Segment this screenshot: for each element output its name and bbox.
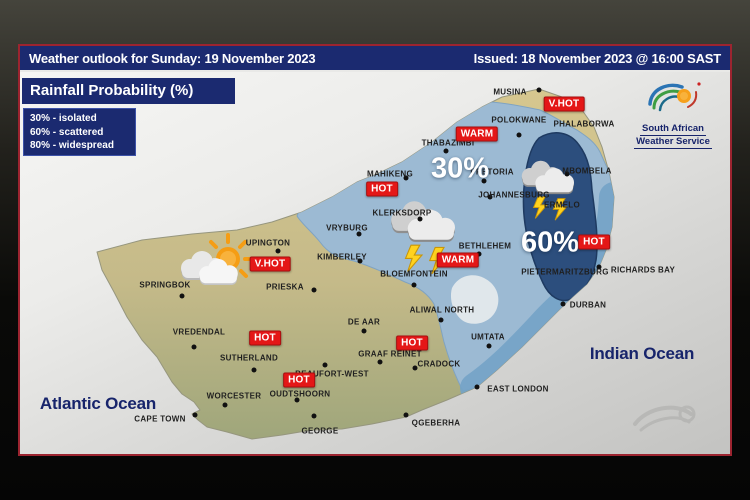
city-label: PIETERMARITZBURG — [521, 267, 609, 277]
city-dot — [564, 171, 570, 177]
watermark-swirl-icon — [633, 405, 696, 432]
weather-graphic-frame: Atlantic Ocean Indian Ocean MUSINA POLOKW… — [18, 44, 732, 456]
city-label: MAHIKENG — [367, 169, 413, 179]
city-dot — [438, 317, 444, 323]
city-dot — [536, 87, 542, 93]
city-dot — [222, 402, 228, 408]
saws-swirl-icon — [648, 82, 701, 112]
city-dot — [403, 175, 409, 181]
saws-logo-line2: Weather Service — [634, 136, 712, 149]
city-dot — [443, 148, 449, 154]
city-label: GRAAF REINET — [358, 349, 422, 359]
city-dot — [357, 258, 363, 264]
city-label: KIMBERLEY — [317, 252, 367, 262]
city-label: WORCESTER — [206, 391, 262, 401]
city-dot — [476, 251, 482, 257]
city-dot — [560, 301, 566, 307]
city-dot — [596, 264, 602, 270]
city-dot — [294, 397, 300, 403]
legend-item-80: 80% - widespread — [30, 140, 114, 151]
temperature-badge: WARM — [436, 252, 480, 268]
temperature-badge: HOT — [366, 181, 398, 197]
city-label: VRYBURG — [326, 223, 368, 233]
city-label: BLOEMFONTEIN — [380, 269, 448, 279]
city-label: SPRINGBOK — [139, 280, 191, 290]
city-label: RICHARDS BAY — [610, 265, 676, 275]
city-label: DURBAN — [569, 300, 607, 310]
city-label: CRADOCK — [417, 359, 461, 369]
city-label: MBOMBELA — [562, 166, 612, 176]
city-label: UPINGTON — [245, 238, 291, 248]
city-label: ALIWAL NORTH — [409, 305, 475, 315]
city-label: MUSINA — [493, 87, 527, 97]
city-dot — [486, 343, 492, 349]
saws-logo-line1: South African — [640, 123, 706, 136]
city-dot — [516, 132, 522, 138]
saws-logo-text: South African Weather Service — [622, 123, 724, 149]
city-label: BEAUFORT-WEST — [295, 369, 369, 379]
city-dot — [411, 282, 417, 288]
legend-item-30: 30% - isolated — [30, 113, 97, 124]
probability-label: 30% — [430, 152, 490, 185]
probability-label: 60% — [520, 226, 580, 259]
city-label: QGEBERHA — [411, 418, 461, 428]
city-label: CAPE TOWN — [134, 414, 186, 424]
city-label: PRIESKA — [266, 282, 304, 292]
temperature-badge: HOT — [283, 372, 315, 388]
city-label: BETHLEHEM — [458, 241, 512, 251]
city-label: KLERKSDORP — [372, 208, 432, 218]
atlantic-ocean-label: Atlantic Ocean — [39, 394, 157, 413]
city-dot — [417, 216, 423, 222]
header-bar: Weather outlook for Sunday: 19 November … — [20, 46, 730, 72]
saws-logo: South African Weather Service — [622, 80, 724, 149]
city-label: SUTHERLAND — [219, 353, 279, 363]
city-dot — [481, 178, 487, 184]
legend-title: Rainfall Probability (%) — [22, 78, 235, 104]
temperature-badge: V.HOT — [543, 96, 585, 112]
city-label: UMTATA — [471, 332, 505, 342]
city-dot — [322, 362, 328, 368]
temperature-badge: HOT — [249, 330, 281, 346]
lesotho-area — [450, 275, 499, 324]
city-dot — [275, 248, 281, 254]
city-dot — [251, 367, 257, 373]
outlook-date-text: Weather outlook for Sunday: 19 November … — [29, 50, 316, 66]
city-label: PRETORIA — [470, 167, 514, 177]
legend-box: 30% - isolated 60% - scattered 80% - wid… — [23, 108, 136, 156]
city-label: OUDTSHOORN — [269, 389, 331, 399]
city-dot — [377, 359, 383, 365]
map-overlay: Atlantic Ocean Indian Ocean MUSINA POLOKW… — [20, 46, 730, 454]
issued-timestamp-text: Issued: 18 November 2023 @ 16:00 SAST — [473, 50, 722, 66]
city-dot — [311, 287, 317, 293]
temperature-badge: HOT — [578, 234, 610, 250]
city-label: THABAZIMBI — [421, 138, 475, 148]
city-label: POLOKWANE — [491, 115, 547, 125]
city-label: ERMELO — [543, 200, 581, 210]
city-dot — [474, 384, 480, 390]
city-dot — [403, 412, 409, 418]
city-label: GEORGE — [301, 426, 339, 436]
city-dot — [356, 231, 362, 237]
indian-ocean-label: Indian Ocean — [589, 344, 695, 363]
legend-item-60: 60% - scattered — [30, 126, 104, 138]
city-dot — [191, 344, 197, 350]
temperature-badge: HOT — [396, 335, 428, 351]
city-dot — [487, 194, 493, 200]
city-dot — [361, 328, 367, 334]
city-dot — [311, 413, 317, 419]
city-label: EAST LONDON — [487, 384, 549, 394]
city-label: DE AAR — [347, 317, 381, 327]
city-dot — [192, 412, 198, 418]
city-dot — [179, 293, 185, 299]
city-label: JOHANNESBURG — [478, 190, 550, 200]
city-dot — [412, 365, 418, 371]
temperature-badge: WARM — [455, 126, 499, 142]
temperature-badge: V.HOT — [249, 256, 291, 272]
city-label: PHALABORWA — [553, 119, 615, 129]
city-label: VREDENDAL — [172, 327, 226, 337]
